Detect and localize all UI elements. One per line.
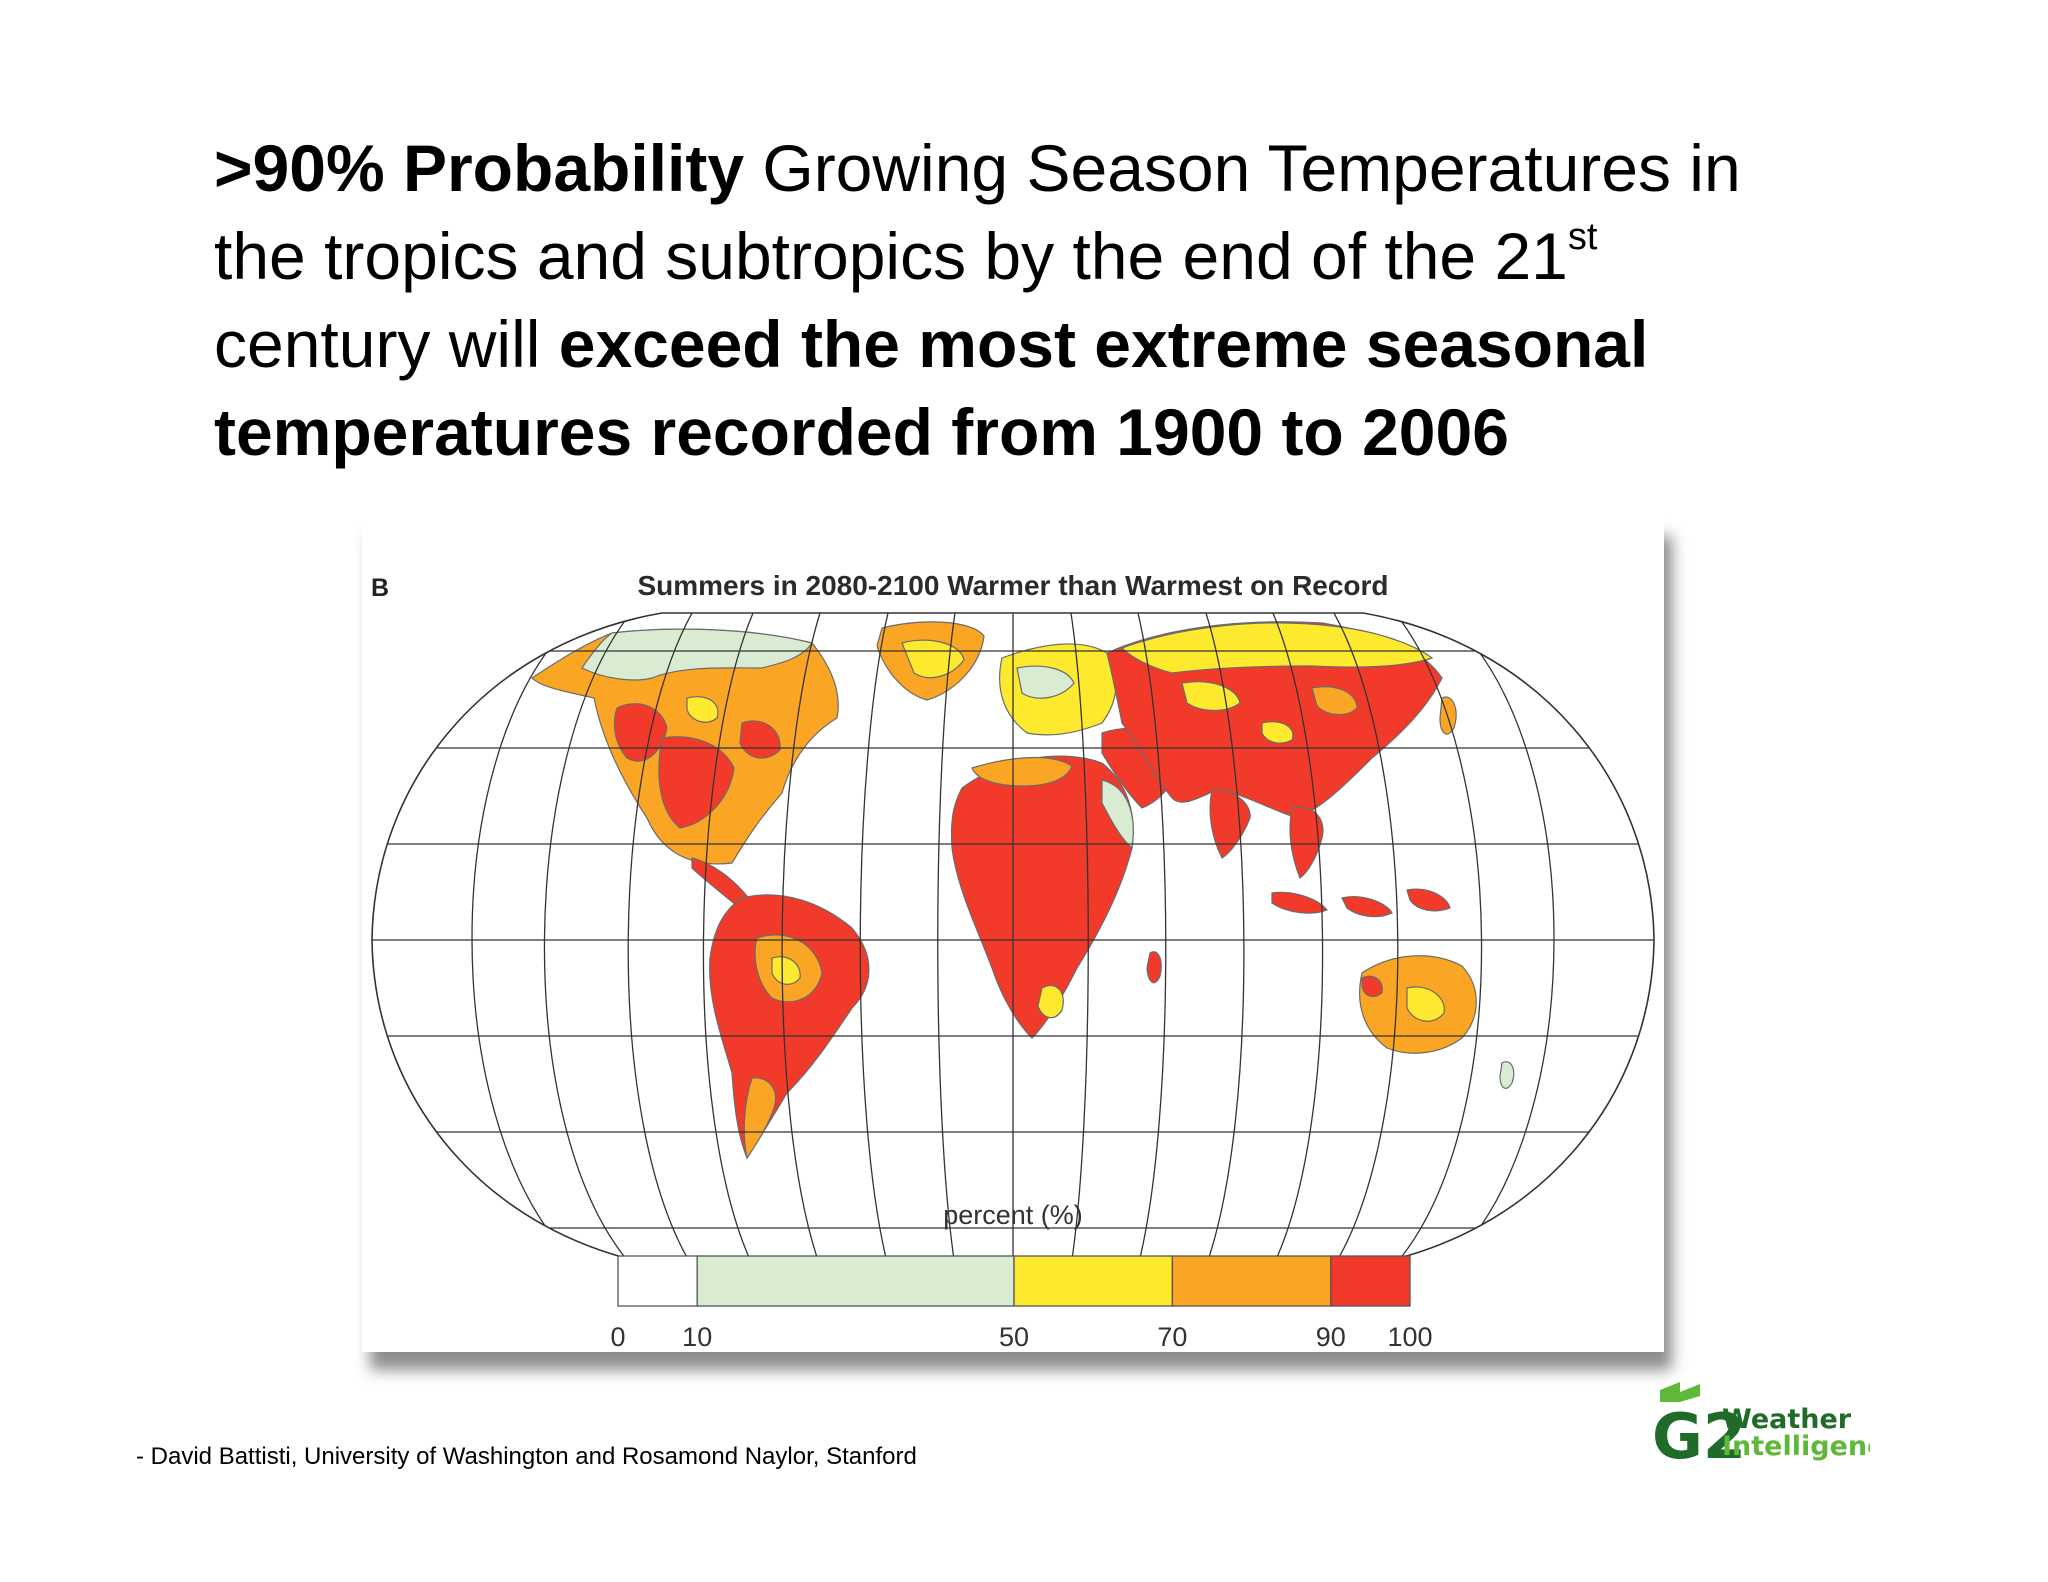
legend-tick-label: 10	[682, 1322, 712, 1352]
headline-bold-tail: exceed the most extreme seasonal tempera…	[214, 307, 1649, 469]
legend-bin-70-90	[1171, 1255, 1332, 1307]
headline-text-2: century will	[214, 307, 559, 381]
legend-tick-labels: 0 10 50 70 90 100	[610, 1322, 1432, 1352]
legend-bin-90-100	[1330, 1255, 1411, 1307]
map-graticule	[372, 613, 1654, 1266]
southeast-asia	[1289, 806, 1324, 879]
legend-tick-label: 0	[610, 1322, 625, 1352]
headline-bold-lead: >90% Probability	[214, 131, 745, 205]
panel-letter: B	[371, 574, 389, 602]
figure-card: B Summers in 2080-2100 Warmer than Warme…	[362, 518, 1664, 1352]
legend-tick-label: 50	[999, 1322, 1029, 1352]
logo-line-weather: Weather	[1722, 1404, 1852, 1435]
legend-bin-10-50	[696, 1255, 1015, 1307]
logo-wheat-icon	[1660, 1382, 1700, 1402]
headline-superscript: st	[1567, 216, 1598, 258]
legend-tick-label: 70	[1157, 1322, 1187, 1352]
legend-bin-50-70	[1013, 1255, 1174, 1307]
legend-tick-label: 90	[1316, 1322, 1346, 1352]
africa	[950, 755, 1134, 1039]
world-map	[372, 613, 1654, 1266]
map-title: Summers in 2080-2100 Warmer than Warmest…	[637, 570, 1388, 601]
probability-map-figure: B Summers in 2080-2100 Warmer than Warme…	[371, 570, 1655, 1352]
india	[1209, 789, 1251, 859]
indonesia	[1271, 891, 1328, 914]
new-zealand	[1499, 1061, 1515, 1089]
headline-text: Growing Season Temperatures in the tropi…	[214, 131, 1741, 293]
logo-mark: G2	[1652, 1400, 1746, 1468]
slide-headline: >90% Probability Growing Season Temperat…	[214, 124, 1814, 476]
legend-title: percent (%)	[943, 1200, 1083, 1230]
logo-line-intelligence: Intelligence	[1722, 1431, 1870, 1462]
g2-weather-intelligence-logo: G2 Weather Intelligence	[1652, 1382, 1870, 1468]
source-credit: - David Battisti, University of Washingt…	[136, 1443, 917, 1470]
madagascar	[1146, 951, 1162, 984]
legend-colorbar	[617, 1255, 1411, 1307]
legend-bin-0-10	[617, 1255, 698, 1307]
legend-tick-label: 100	[1387, 1322, 1432, 1352]
